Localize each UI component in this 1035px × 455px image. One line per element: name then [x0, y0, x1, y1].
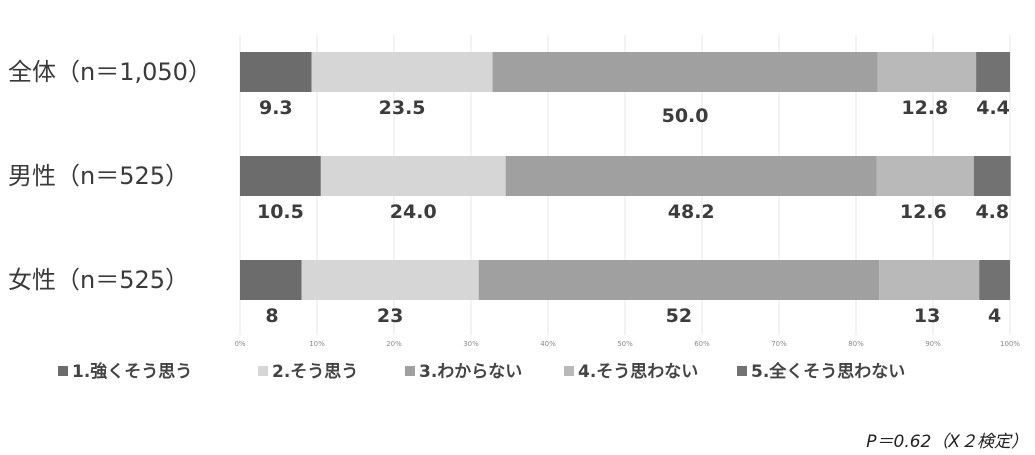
bar-segment	[492, 52, 878, 92]
x-tick-label: 80%	[848, 340, 864, 348]
bar-segment	[240, 260, 302, 300]
value-label: 13	[914, 305, 940, 327]
bar-segment	[240, 156, 321, 196]
x-tick-label: 100%	[1000, 340, 1020, 348]
legend-swatch	[405, 366, 415, 376]
value-label: 4.4	[976, 97, 1010, 119]
bar-segment	[877, 52, 977, 92]
legend-label: 4.そう思わない	[578, 362, 698, 382]
x-tick-label: 10%	[309, 340, 325, 348]
value-label: 50.0	[662, 105, 709, 127]
legend-label: 1.強くそう思う	[72, 361, 192, 382]
category-label: 女性（n＝525）	[8, 266, 189, 294]
legend-swatch	[58, 366, 68, 376]
bar-segment	[301, 260, 479, 300]
legend-swatch	[737, 366, 747, 376]
legend-label: 5.全くそう思わない	[751, 361, 905, 382]
value-label: 4.8	[975, 201, 1009, 223]
value-label: 12.6	[900, 201, 947, 223]
value-label: 4	[988, 305, 1001, 327]
value-label: 10.5	[257, 201, 304, 223]
legend-label: 2.そう思う	[272, 362, 358, 382]
bar-segment	[979, 260, 1010, 300]
x-tick-label: 70%	[771, 340, 787, 348]
x-tick-label: 40%	[540, 340, 556, 348]
x-tick-label: 20%	[386, 340, 402, 348]
value-label: 24.0	[390, 201, 437, 223]
x-tick-label: 30%	[463, 340, 479, 348]
category-label: 全体（n＝1,050）	[8, 58, 212, 86]
value-label: 23	[377, 305, 403, 327]
bar-segment	[311, 52, 493, 92]
value-label: 12.8	[901, 97, 948, 119]
legend-swatch	[258, 366, 268, 376]
bar-segment	[240, 52, 312, 92]
value-label: 9.3	[259, 97, 293, 119]
bar-segment	[976, 52, 1010, 92]
value-label: 52	[666, 305, 692, 327]
value-label: 48.2	[668, 201, 715, 223]
x-tick-label: 60%	[694, 340, 710, 348]
bar-segment	[876, 156, 974, 196]
value-label: 8	[265, 305, 278, 327]
legend-label: 3.わからない	[419, 362, 522, 382]
x-tick-label: 90%	[925, 340, 941, 348]
bar-segment	[973, 156, 1011, 196]
category-label: 男性（n＝525）	[8, 162, 189, 190]
bar-segment	[505, 156, 877, 196]
legend-swatch	[564, 366, 574, 376]
bar-segment	[879, 260, 980, 300]
x-tick-label: 50%	[617, 340, 633, 348]
value-label: 23.5	[379, 97, 426, 119]
significance-note: P＝0.62（Χ２検定）	[866, 432, 1028, 452]
bar-segment	[320, 156, 506, 196]
bar-segment	[478, 260, 880, 300]
x-tick-label: 0%	[234, 340, 245, 348]
